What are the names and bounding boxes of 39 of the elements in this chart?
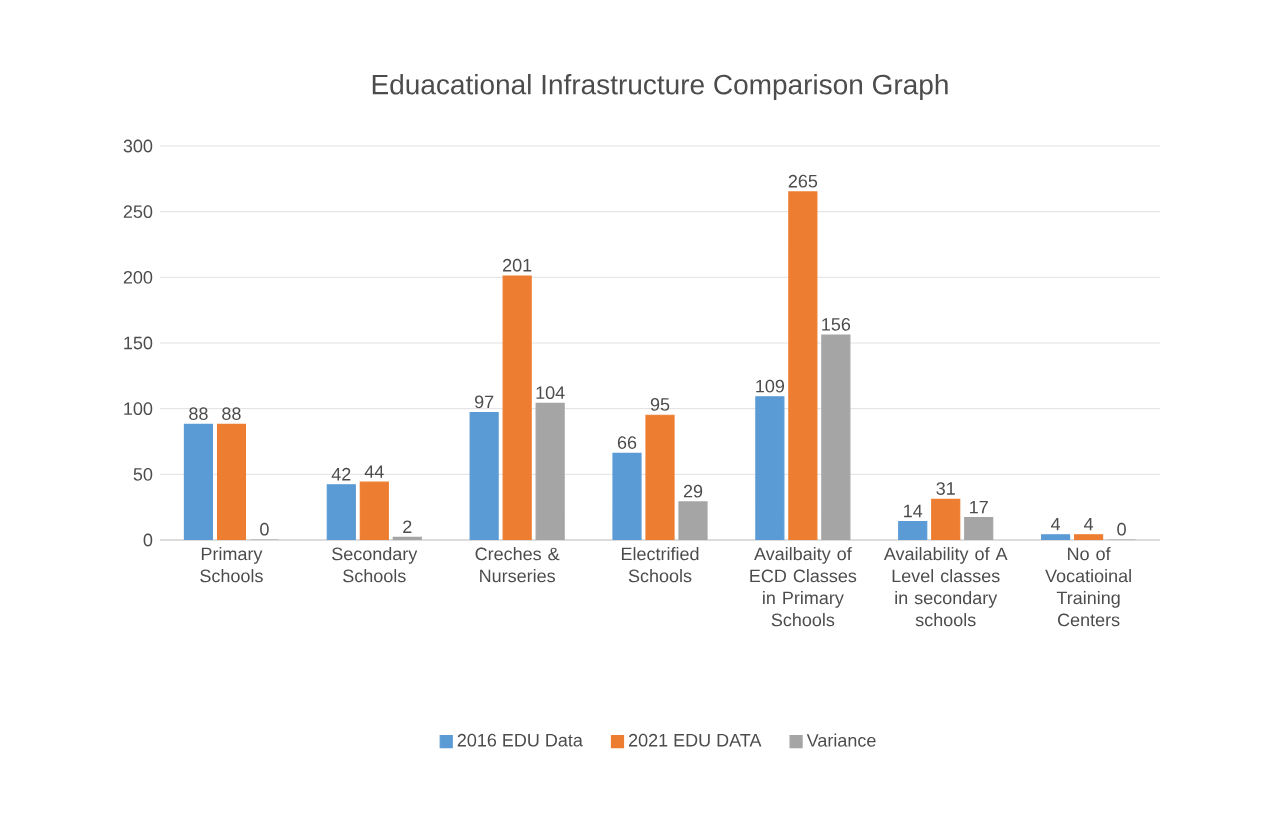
y-tick-label: 100: [124, 402, 153, 416]
data-label: 0: [260, 522, 269, 536]
data-label: 265: [788, 174, 818, 188]
x-tick-label: Secondary Schools: [332, 547, 418, 583]
data-label: 156: [822, 317, 851, 331]
data-label: 95: [650, 398, 670, 411]
data-label: 201: [503, 258, 532, 272]
data-label: 88: [189, 407, 208, 421]
data-label: 44: [364, 465, 384, 478]
x-tick-label: Availability of A Level classes in secondary schools: [883, 547, 1008, 627]
legend-label: 2016 EDU Data: [457, 733, 583, 747]
data-label: 104: [536, 386, 565, 400]
data-label: 14: [904, 504, 923, 518]
legend-label: Variance: [806, 733, 876, 747]
data-label: 4: [1083, 517, 1094, 531]
data-label: 4: [1050, 517, 1061, 531]
data-label: 88: [222, 407, 241, 421]
x-tick-label: No of Vocatioinal Training Centers: [1045, 547, 1131, 627]
data-label: 17: [970, 500, 988, 514]
chart-title: Eduacational Infrastructure Comparison Graph: [372, 73, 948, 101]
x-tick-label: Availbaity of ECD Classes in Primary Schools: [750, 547, 857, 627]
legend-label: 2021 EDU DATA: [629, 733, 762, 747]
y-tick-label: 250: [123, 205, 153, 219]
x-tick-label: Electrified Schools: [621, 547, 699, 583]
x-tick-label: Primary Schools: [200, 547, 263, 583]
data-label: 97: [474, 395, 494, 409]
data-label: 2: [403, 520, 412, 533]
data-label: 0: [1117, 522, 1126, 536]
y-tick-label: 50: [133, 467, 153, 481]
y-tick-label: 0: [143, 533, 153, 547]
y-tick-label: 150: [124, 336, 153, 350]
data-label: 31: [936, 482, 955, 495]
data-label: 66: [617, 436, 637, 449]
data-label: 42: [331, 467, 351, 481]
x-tick-label: Creches & Nurseries: [475, 547, 560, 583]
y-tick-label: 300: [123, 139, 153, 153]
data-label: 109: [756, 379, 785, 393]
y-tick-label: 200: [123, 270, 153, 284]
data-label: 29: [683, 484, 703, 498]
